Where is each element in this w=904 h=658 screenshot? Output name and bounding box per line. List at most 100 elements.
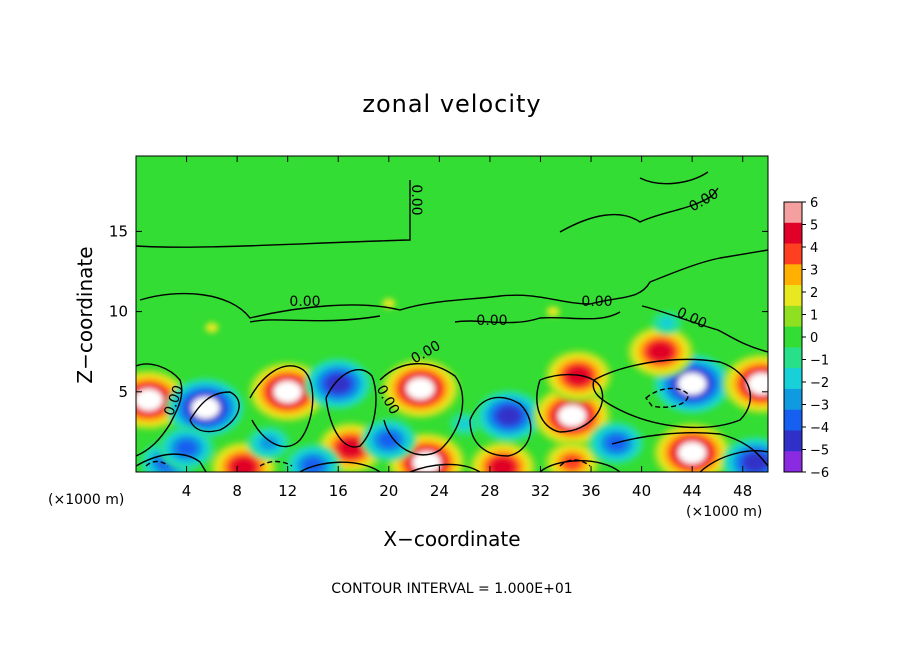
y-axis-label: Z−coordinate xyxy=(73,246,97,383)
contour-label-4: 0.00 xyxy=(476,313,507,329)
x-tick-label-40: 40 xyxy=(632,482,651,500)
colorbar-swatch-1 xyxy=(784,222,802,245)
field-cell-27-1 xyxy=(659,317,675,329)
colorbar-swatch-0 xyxy=(784,202,802,224)
colorbar-swatch-9 xyxy=(784,388,802,411)
x-axis: 4 8 12 16 20 24 28 32 36 40 44 48 xyxy=(182,156,752,500)
contour-line-4 xyxy=(249,315,381,323)
x-unit-right: (×1000 m) xyxy=(686,504,762,520)
y-tick-label-15: 15 xyxy=(109,222,128,240)
contour-line-15 xyxy=(611,432,768,467)
field-cell-6-5 xyxy=(557,404,587,427)
colorbar-label-5: 1 xyxy=(810,309,818,324)
contour-line-3 xyxy=(139,249,768,319)
chart-title: zonal velocity xyxy=(362,90,541,118)
x-tick-label-8: 8 xyxy=(232,482,242,500)
field-cell-18-3 xyxy=(561,454,583,471)
contour-line-0 xyxy=(136,180,411,248)
field-cell-2-5 xyxy=(273,380,302,403)
contour-label-3: 0.00 xyxy=(581,294,612,310)
field-cell-12-4 xyxy=(742,452,768,472)
contour-line-2 xyxy=(639,171,709,185)
x-tick-label-20: 20 xyxy=(379,482,398,500)
field-cell-19-3 xyxy=(175,439,198,457)
field-cell-9-4 xyxy=(648,342,673,362)
contour-line-16 xyxy=(136,453,207,472)
contour-dashed-1 xyxy=(145,460,169,467)
field-cell-10-5 xyxy=(678,441,707,464)
y-tick-label-10: 10 xyxy=(109,303,128,321)
colorbar-label-6: 0 xyxy=(810,331,818,346)
colorbar-label-3: 3 xyxy=(810,264,818,279)
field-cell-17-4 xyxy=(490,457,515,472)
field-cell-25-0 xyxy=(382,298,396,309)
field-cell-16-5 xyxy=(412,451,441,472)
velocity-field xyxy=(136,298,768,472)
field-cell-8-5 xyxy=(678,372,707,395)
plot-area: 0.00 0.000.00 0.000.00 0.000.000.00 0.00 xyxy=(136,156,768,472)
colorbar-swatch-4 xyxy=(784,285,802,307)
contour-dashed-2 xyxy=(259,460,293,467)
contour-label-2: 0.00 xyxy=(289,294,320,310)
colorbar-swatch-3 xyxy=(784,264,802,286)
y-axis: 5 10 15 xyxy=(109,222,768,401)
field-cell-3-4 xyxy=(325,374,351,394)
field-cell-14-4 xyxy=(231,457,256,472)
x-tick-label-28: 28 xyxy=(480,482,499,500)
colorbar-swatch-6 xyxy=(784,326,802,348)
contour-line-17 xyxy=(299,461,381,472)
contour-line-11 xyxy=(379,363,464,456)
contour-lines xyxy=(136,171,768,472)
colorbar-swatch-5 xyxy=(784,305,802,328)
x-tick-label-32: 32 xyxy=(531,482,550,500)
x-tick-label-48: 48 xyxy=(733,482,752,500)
colorbar-label-9: −3 xyxy=(810,399,829,414)
x-unit-left: (×1000 m) xyxy=(48,492,124,508)
colorbar-label-2: 4 xyxy=(810,241,818,256)
field-cell-26-0 xyxy=(546,306,560,317)
contour-dashed-3 xyxy=(559,459,591,467)
contour-line-18 xyxy=(409,463,481,472)
field-cell-0-5 xyxy=(136,388,163,411)
x-tick-label-24: 24 xyxy=(430,482,449,500)
contour-line-1 xyxy=(559,187,719,233)
colorbar-swatch-7 xyxy=(784,347,802,369)
contour-line-5 xyxy=(454,311,621,324)
contour-line-13 xyxy=(536,373,604,433)
contour-line-9 xyxy=(249,365,314,448)
contour-line-8 xyxy=(189,391,240,433)
contour-line-6 xyxy=(641,305,768,353)
field-cell-11-5 xyxy=(747,372,768,395)
field-cell-1-5 xyxy=(191,396,220,419)
x-tick-label-36: 36 xyxy=(581,482,600,500)
contour-line-7 xyxy=(136,363,183,457)
contour-line-10 xyxy=(325,369,377,448)
colorbar-swatch-10 xyxy=(784,409,802,431)
colorbar-label-8: −2 xyxy=(810,376,829,391)
colorbar-label-12: −6 xyxy=(810,466,829,481)
contour-label-0: 0.00 xyxy=(408,184,424,215)
field-cell-20-3 xyxy=(378,431,400,449)
colorbar-swatch-11 xyxy=(784,430,802,452)
colorbar-label-1: 5 xyxy=(810,219,818,234)
colorbar-label-10: −4 xyxy=(810,421,829,436)
x-tick-label-16: 16 xyxy=(329,482,348,500)
field-cell-5-4 xyxy=(496,406,522,426)
contour-interval-note: CONTOUR INTERVAL = 1.000E+01 xyxy=(331,581,572,597)
contour-line-20 xyxy=(699,450,768,472)
colorbar-label-11: −5 xyxy=(810,444,829,459)
plot-frame xyxy=(135,155,769,473)
contour-line-14 xyxy=(592,358,751,429)
colorbar-swatch-8 xyxy=(784,368,802,390)
field-cell-24-1 xyxy=(457,418,473,430)
colorbar-label-7: −1 xyxy=(810,354,829,369)
colorbar-swatch-12 xyxy=(784,451,802,473)
colorbar-label-4: 2 xyxy=(810,286,818,301)
x-axis-label: X−coordinate xyxy=(383,527,520,551)
field-cell-28-0 xyxy=(205,322,219,333)
field-cell-4-5 xyxy=(406,377,435,400)
contour-dashed-0 xyxy=(645,387,689,408)
contour-line-12 xyxy=(469,396,532,457)
colorbar-label-0: 6 xyxy=(810,196,818,211)
